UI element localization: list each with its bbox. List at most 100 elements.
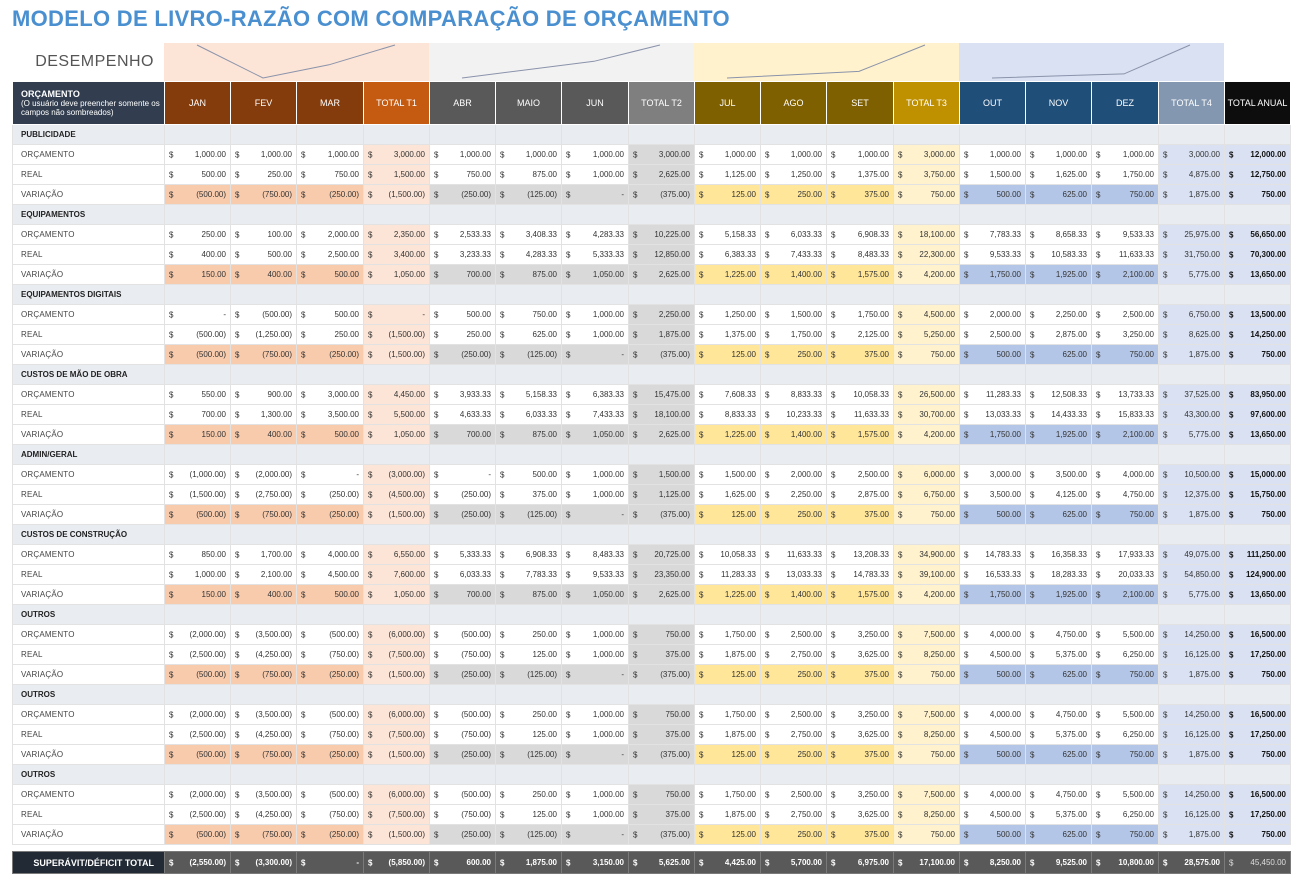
budget-cell[interactable]: $550.00 — [164, 384, 231, 405]
actual-cell[interactable]: $125.00 — [495, 724, 562, 745]
actual-cell[interactable]: $6,250.00 — [1091, 804, 1159, 825]
variance-cell[interactable]: $5,775.00 — [1158, 264, 1225, 285]
budget-cell[interactable]: $14,250.00 — [1158, 784, 1225, 805]
budget-cell[interactable]: $900.00 — [230, 384, 297, 405]
actual-cell[interactable]: $20,033.33 — [1091, 564, 1159, 585]
budget-cell[interactable]: $ (3,500.00) — [230, 784, 297, 805]
budget-cell[interactable]: $13,500.00 — [1224, 304, 1291, 325]
budget-cell[interactable]: $1,000.00 — [230, 144, 297, 165]
actual-cell[interactable]: $1,000.00 — [561, 644, 629, 665]
variance-cell[interactable]: $250.00 — [760, 824, 827, 845]
budget-cell[interactable]: $56,650.00 — [1224, 224, 1291, 245]
actual-cell[interactable]: $2,750.00 — [760, 724, 827, 745]
variance-cell[interactable]: $ - — [561, 824, 629, 845]
variance-cell[interactable]: $375.00 — [826, 344, 894, 365]
actual-cell[interactable]: $1,500.00 — [959, 164, 1026, 185]
actual-cell[interactable]: $400.00 — [164, 244, 231, 265]
actual-cell[interactable]: $ (7,500.00) — [363, 724, 430, 745]
actual-cell[interactable]: $6,033.33 — [429, 564, 496, 585]
budget-cell[interactable]: $8,483.33 — [561, 544, 629, 565]
budget-cell[interactable]: $34,900.00 — [893, 544, 960, 565]
actual-cell[interactable]: $17,250.00 — [1224, 644, 1291, 665]
budget-cell[interactable]: $2,250.00 — [628, 304, 695, 325]
budget-cell[interactable]: $5,500.00 — [1091, 704, 1159, 725]
budget-cell[interactable]: $3,250.00 — [826, 784, 894, 805]
budget-cell[interactable]: $9,533.33 — [1091, 224, 1159, 245]
variance-cell[interactable]: $ (750.00) — [230, 184, 297, 205]
variance-cell[interactable]: $500.00 — [959, 184, 1026, 205]
variance-cell[interactable]: $750.00 — [1224, 664, 1291, 685]
budget-cell[interactable]: $6,908.33 — [826, 224, 894, 245]
total-cell[interactable]: $17,100.00 — [893, 851, 960, 874]
actual-cell[interactable]: $ (750.00) — [296, 724, 364, 745]
variance-cell[interactable]: $750.00 — [1224, 744, 1291, 765]
actual-cell[interactable]: $ (1,500.00) — [363, 324, 430, 345]
budget-cell[interactable]: $1,000.00 — [694, 144, 761, 165]
budget-cell[interactable]: $11,633.33 — [760, 544, 827, 565]
variance-cell[interactable]: $1,400.00 — [760, 424, 827, 445]
variance-cell[interactable]: $2,625.00 — [628, 424, 695, 445]
budget-cell[interactable]: $10,225.00 — [628, 224, 695, 245]
variance-cell[interactable]: $1,575.00 — [826, 264, 894, 285]
budget-cell[interactable]: $5,333.33 — [429, 544, 496, 565]
budget-cell[interactable]: $1,000.00 — [561, 304, 629, 325]
actual-cell[interactable]: $22,300.00 — [893, 244, 960, 265]
total-cell[interactable]: $ (3,300.00) — [230, 851, 297, 874]
budget-cell[interactable]: $2,500.00 — [826, 464, 894, 485]
variance-cell[interactable]: $1,925.00 — [1025, 584, 1092, 605]
budget-cell[interactable]: $3,500.00 — [1025, 464, 1092, 485]
actual-cell[interactable]: $3,500.00 — [296, 404, 364, 425]
budget-cell[interactable]: $6,550.00 — [363, 544, 430, 565]
variance-cell[interactable]: $2,100.00 — [1091, 424, 1159, 445]
actual-cell[interactable]: $1,750.00 — [760, 324, 827, 345]
variance-cell[interactable]: $5,775.00 — [1158, 584, 1225, 605]
variance-cell[interactable]: $750.00 — [893, 824, 960, 845]
budget-cell[interactable]: $4,750.00 — [1025, 624, 1092, 645]
actual-cell[interactable]: $23,350.00 — [628, 564, 695, 585]
variance-cell[interactable]: $1,750.00 — [959, 584, 1026, 605]
total-cell[interactable]: $5,700.00 — [760, 851, 827, 874]
budget-cell[interactable]: $10,058.33 — [694, 544, 761, 565]
variance-cell[interactable]: $1,750.00 — [959, 264, 1026, 285]
variance-cell[interactable]: $375.00 — [826, 824, 894, 845]
budget-cell[interactable]: $1,000.00 — [495, 144, 562, 165]
variance-cell[interactable]: $700.00 — [429, 264, 496, 285]
variance-cell[interactable]: $ (250.00) — [296, 744, 364, 765]
budget-cell[interactable]: $4,000.00 — [1091, 464, 1159, 485]
variance-cell[interactable]: $700.00 — [429, 584, 496, 605]
budget-cell[interactable]: $25,975.00 — [1158, 224, 1225, 245]
variance-cell[interactable]: $500.00 — [296, 424, 364, 445]
variance-cell[interactable]: $500.00 — [296, 584, 364, 605]
variance-cell[interactable]: $750.00 — [1091, 184, 1159, 205]
budget-cell[interactable]: $4,000.00 — [959, 784, 1026, 805]
budget-cell[interactable]: $16,500.00 — [1224, 704, 1291, 725]
actual-cell[interactable]: $7,600.00 — [363, 564, 430, 585]
total-cell[interactable]: $6,975.00 — [826, 851, 894, 874]
actual-cell[interactable]: $ (2,750.00) — [230, 484, 297, 505]
variance-cell[interactable]: $400.00 — [230, 264, 297, 285]
actual-cell[interactable]: $ (4,250.00) — [230, 804, 297, 825]
actual-cell[interactable]: $4,500.00 — [296, 564, 364, 585]
budget-cell[interactable]: $49,075.00 — [1158, 544, 1225, 565]
budget-cell[interactable]: $1,000.00 — [561, 464, 629, 485]
variance-cell[interactable]: $400.00 — [230, 584, 297, 605]
actual-cell[interactable]: $16,125.00 — [1158, 644, 1225, 665]
variance-cell[interactable]: $ (250.00) — [429, 504, 496, 525]
variance-cell[interactable]: $750.00 — [893, 184, 960, 205]
variance-cell[interactable]: $2,625.00 — [628, 584, 695, 605]
variance-cell[interactable]: $1,875.00 — [1158, 744, 1225, 765]
actual-cell[interactable]: $3,500.00 — [959, 484, 1026, 505]
budget-cell[interactable]: $3,000.00 — [296, 384, 364, 405]
variance-cell[interactable]: $750.00 — [1224, 504, 1291, 525]
budget-cell[interactable]: $17,933.33 — [1091, 544, 1159, 565]
variance-cell[interactable]: $1,925.00 — [1025, 264, 1092, 285]
variance-cell[interactable]: $ (250.00) — [296, 504, 364, 525]
budget-cell[interactable]: $4,450.00 — [363, 384, 430, 405]
budget-cell[interactable]: $5,158.33 — [694, 224, 761, 245]
budget-cell[interactable]: $3,000.00 — [628, 144, 695, 165]
budget-cell[interactable]: $5,500.00 — [1091, 784, 1159, 805]
budget-cell[interactable]: $4,750.00 — [1025, 784, 1092, 805]
budget-cell[interactable]: $2,500.00 — [1091, 304, 1159, 325]
budget-cell[interactable]: $1,500.00 — [694, 464, 761, 485]
budget-cell[interactable]: $1,000.00 — [1091, 144, 1159, 165]
